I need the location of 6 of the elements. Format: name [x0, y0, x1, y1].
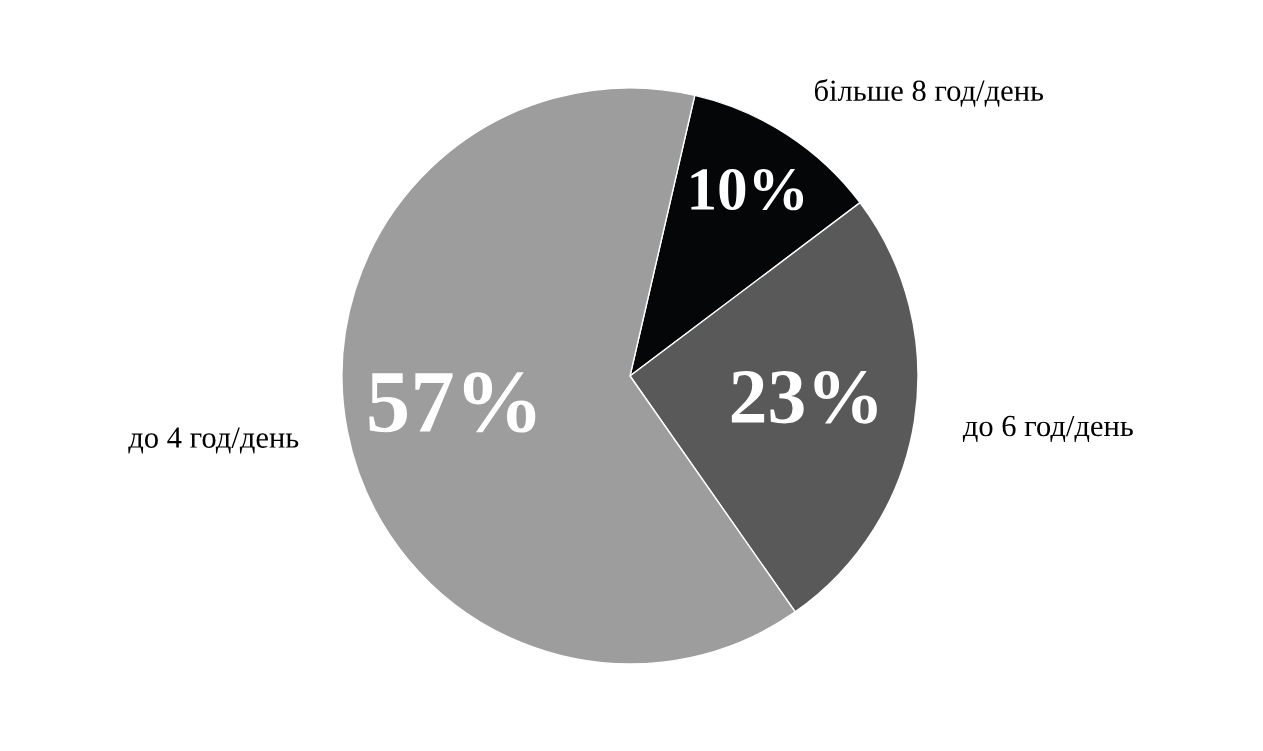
- data-label: 23%: [731, 370, 877, 424]
- data-label: 10%: [691, 168, 804, 211]
- data-label: 57%: [369, 372, 536, 433]
- slice-label: до 6 год/день: [962, 415, 1133, 442]
- slice-label: до 4 год/день: [128, 427, 299, 454]
- slice-label: більше 8 год/день: [814, 78, 1044, 107]
